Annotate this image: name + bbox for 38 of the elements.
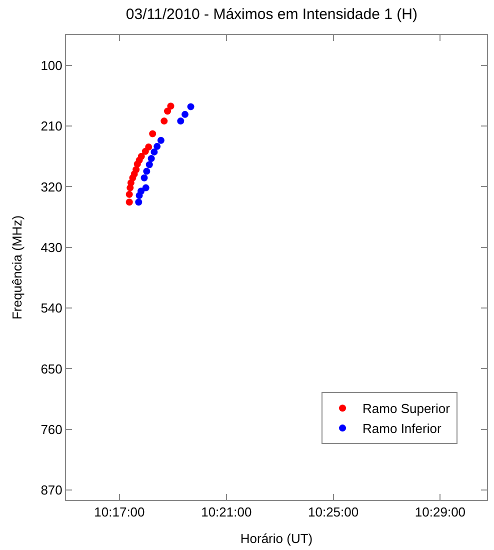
point	[160, 118, 168, 125]
point	[149, 130, 156, 138]
point	[136, 192, 143, 200]
point	[187, 103, 194, 110]
y-tick-label: 210	[40, 118, 62, 134]
point	[126, 190, 133, 198]
point	[157, 136, 164, 144]
point	[177, 118, 184, 125]
chart-title: 03/11/2010 - Máximos em Intensidade 1 (H)	[126, 6, 418, 23]
point	[154, 142, 161, 150]
y-tick-label: 540	[40, 300, 62, 316]
point	[142, 184, 150, 192]
point	[135, 198, 142, 206]
point	[142, 148, 149, 155]
x-tick-label: 10:29:00	[414, 504, 466, 520]
point	[140, 174, 148, 182]
point	[164, 108, 172, 115]
point	[126, 198, 133, 206]
x-axis-title: Horário (UT)	[240, 531, 313, 546]
x-tick-label: 10:17:00	[94, 504, 145, 520]
x-tick-label: 10:25:00	[308, 504, 359, 520]
y-tick-label: 430	[40, 240, 62, 255]
x-tick-label: 10:21:00	[201, 504, 252, 520]
y-tick-label: 650	[40, 361, 62, 376]
y-tick-label: 870	[40, 482, 62, 498]
legend-label: Ramo Superior	[362, 401, 451, 416]
point	[167, 102, 174, 110]
point	[143, 168, 150, 175]
point	[146, 161, 153, 168]
y-tick-label: 100	[40, 58, 62, 73]
point	[148, 155, 155, 162]
y-tick-label: 760	[40, 422, 62, 437]
y-tick-label: 320	[40, 179, 62, 194]
point	[182, 110, 188, 118]
y-axis-title: Frequência (MHz)	[10, 215, 25, 320]
legend-label: Ramo Inferior	[362, 421, 442, 436]
point	[126, 184, 134, 192]
point	[150, 148, 158, 156]
